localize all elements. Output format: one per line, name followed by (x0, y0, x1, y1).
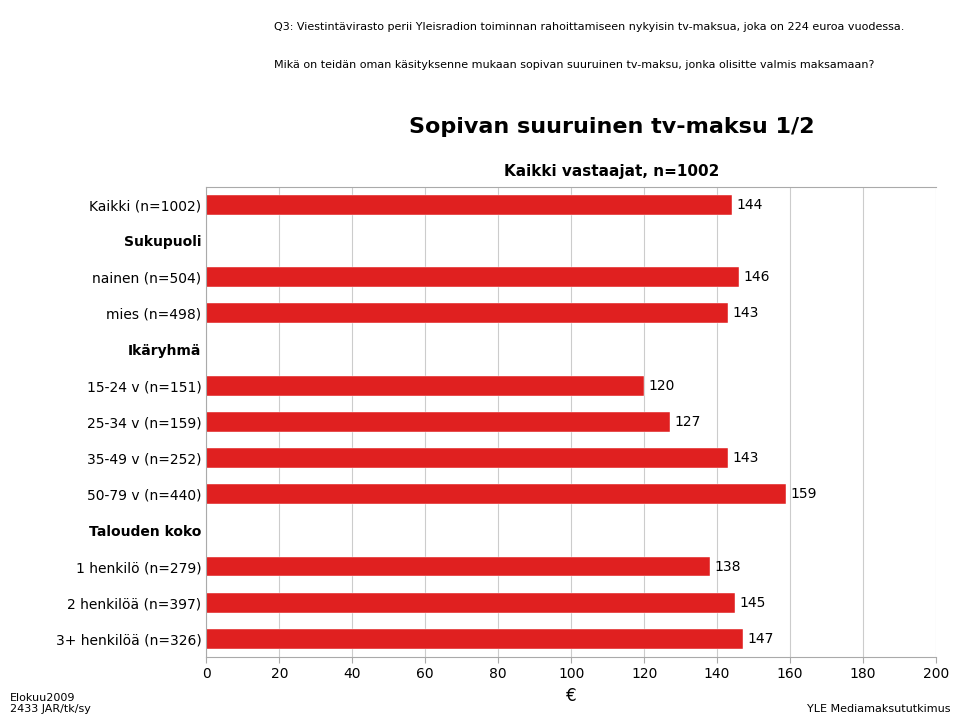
Bar (206, 484, 786, 504)
Text: Mikä on teidän oman käsityksenne mukaan sopivan suuruinen tv-maksu, jonka olisit: Mikä on teidän oman käsityksenne mukaan … (274, 60, 874, 70)
Text: 144: 144 (736, 197, 762, 212)
Text: 143: 143 (732, 307, 758, 320)
Text: taloustutkimus oy: taloustutkimus oy (21, 46, 233, 65)
Bar (206, 303, 728, 323)
Bar (206, 412, 670, 432)
Bar (206, 448, 728, 468)
Bar (206, 376, 644, 396)
Bar (206, 267, 739, 287)
Text: Elokuu2009
2433 JAR/tk/sy: Elokuu2009 2433 JAR/tk/sy (10, 693, 90, 714)
Text: Q3: Viestintävirasto perii Yleisradion toiminnan rahoittamiseen nykyisin tv-maks: Q3: Viestintävirasto perii Yleisradion t… (274, 22, 904, 32)
Text: Kaikki vastaajat, n=1002: Kaikki vastaajat, n=1002 (504, 164, 720, 180)
Text: 146: 146 (743, 270, 770, 284)
Text: Sopivan suuruinen tv-maksu 1/2: Sopivan suuruinen tv-maksu 1/2 (409, 117, 815, 137)
Text: 145: 145 (740, 596, 766, 610)
Text: 147: 147 (747, 632, 774, 646)
Text: YLE Mediamaksututkimus: YLE Mediamaksututkimus (807, 704, 950, 714)
Bar (206, 593, 735, 612)
Text: 143: 143 (732, 451, 758, 465)
Text: 159: 159 (791, 488, 817, 501)
Bar (206, 195, 732, 215)
Text: 120: 120 (649, 378, 675, 393)
Bar (206, 556, 709, 577)
X-axis label: €: € (565, 687, 577, 705)
Text: 127: 127 (674, 415, 701, 429)
Text: 138: 138 (714, 559, 741, 574)
Bar (206, 629, 743, 649)
